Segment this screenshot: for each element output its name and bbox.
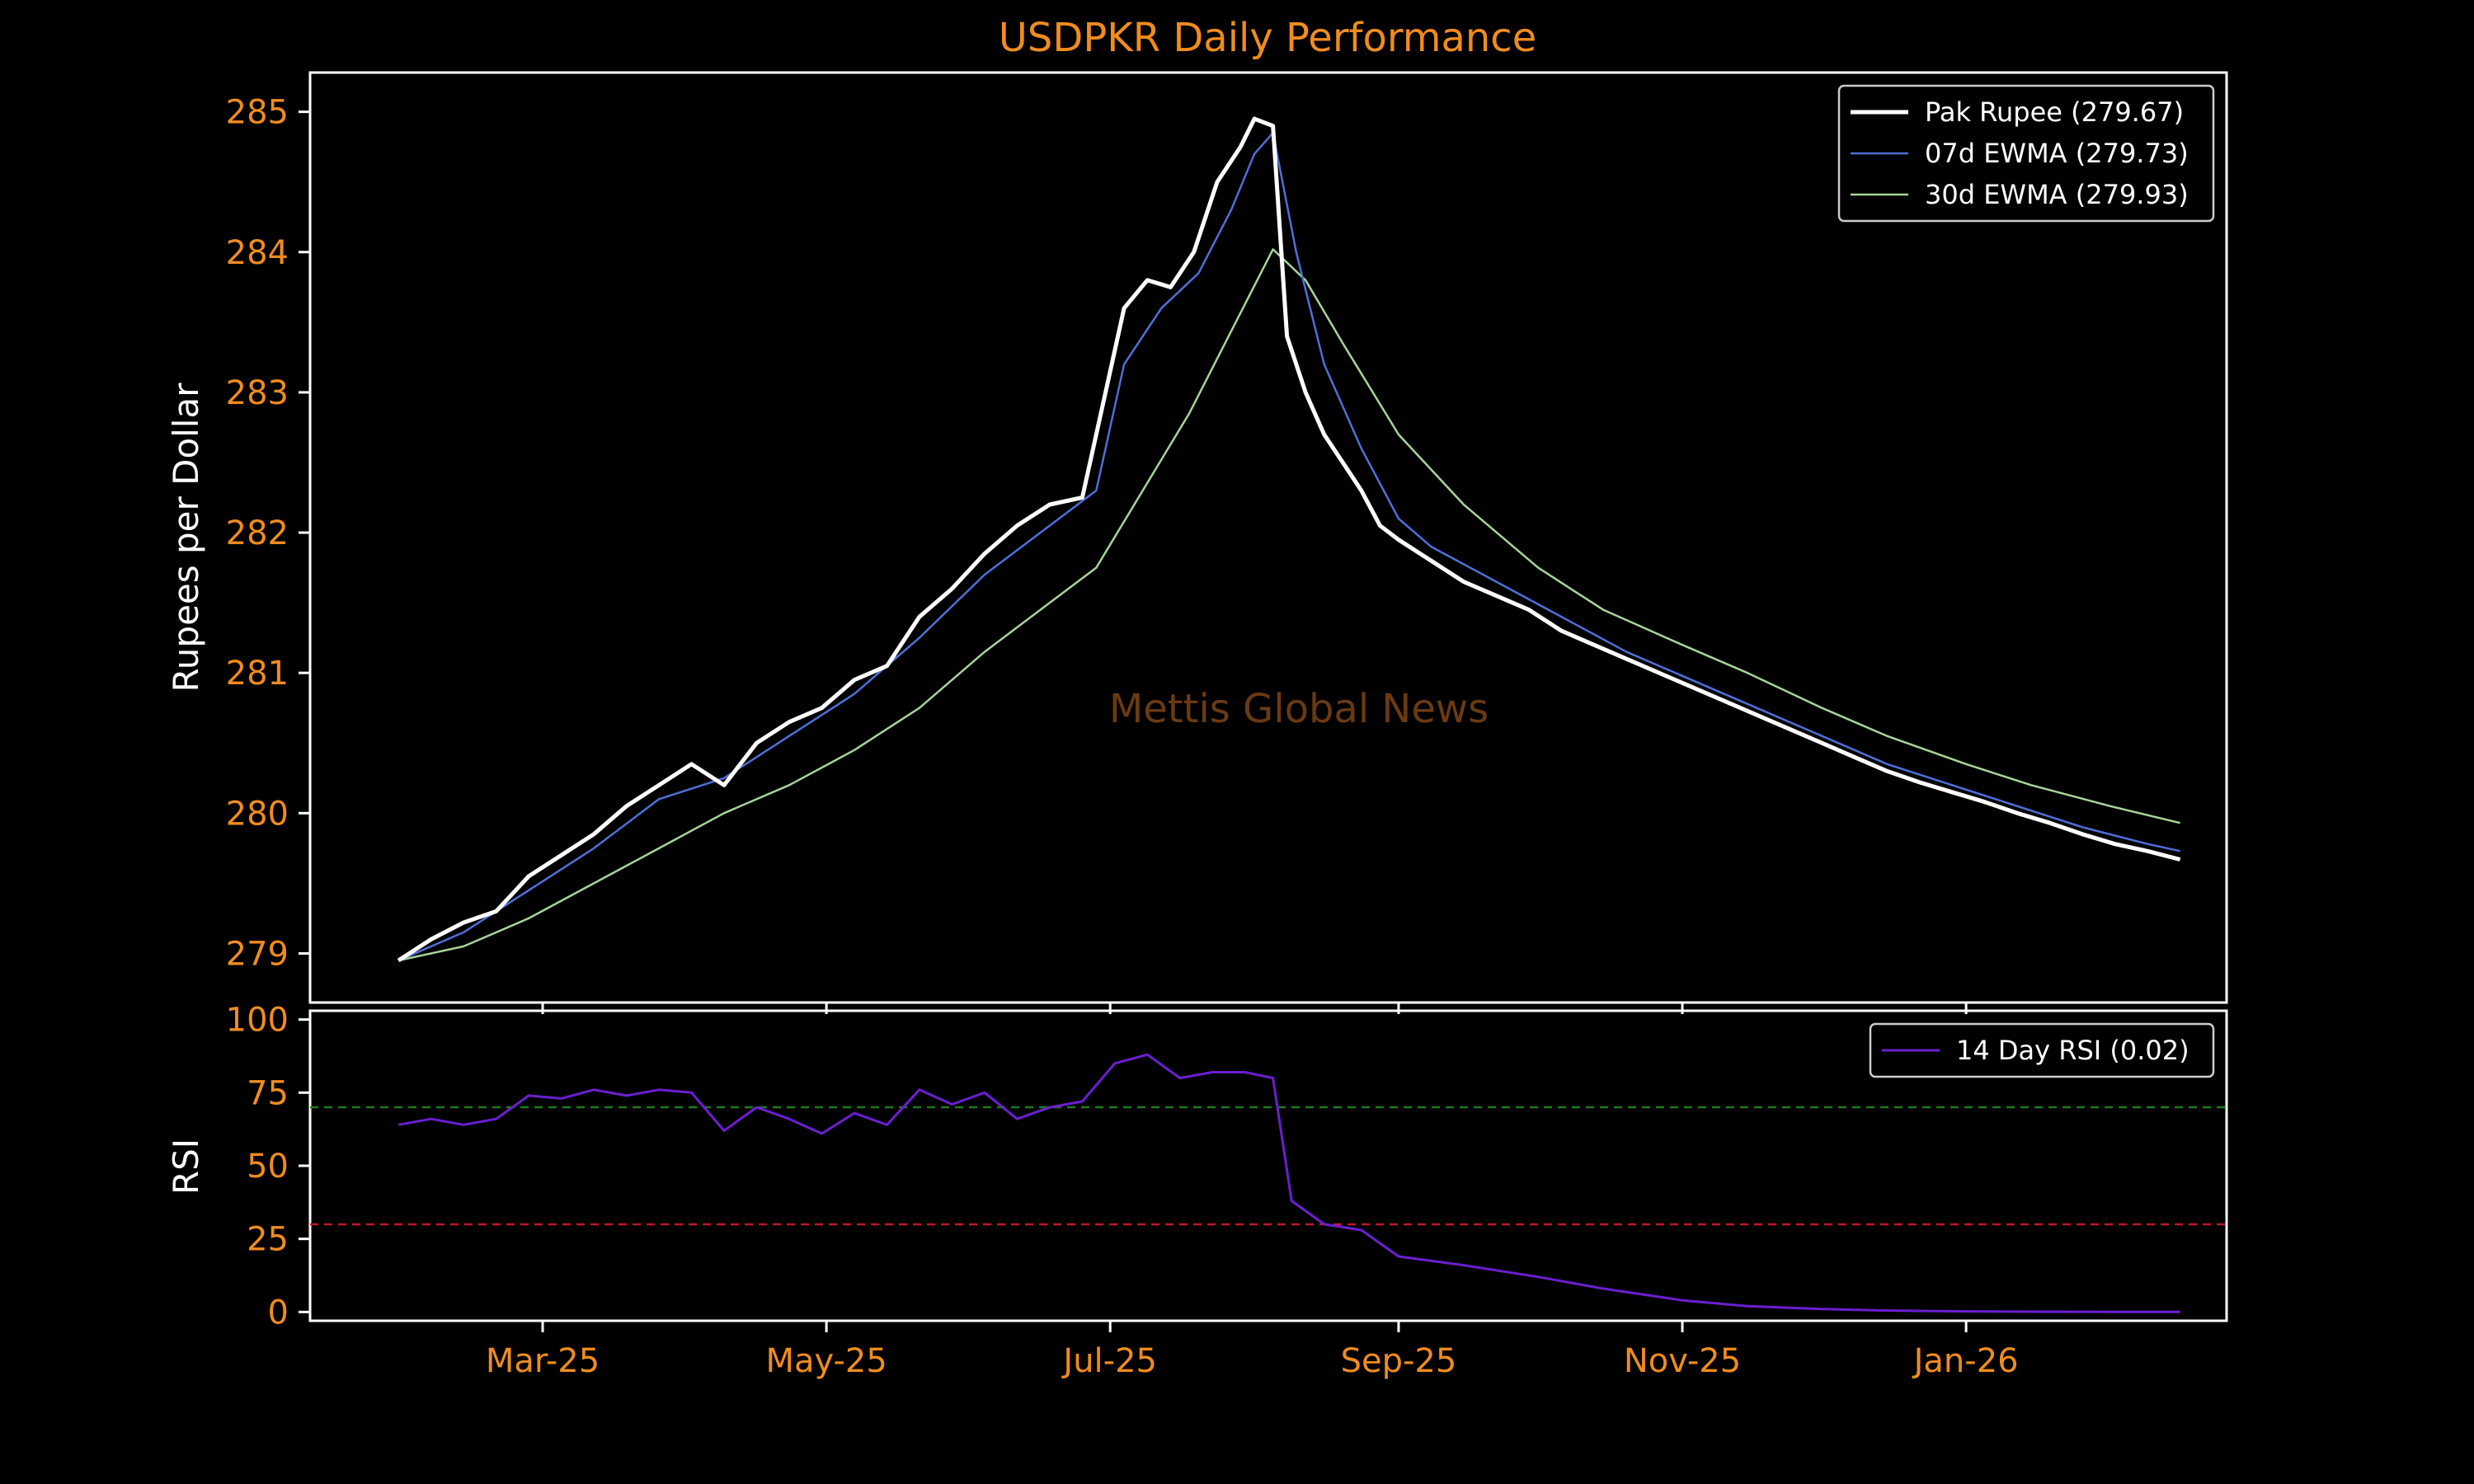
price-y-axis: 279 280 281 282 283 284 285	[226, 94, 310, 973]
price-chart: 279 280 281 282 283 284 285 Mettis Global News…	[166, 71, 2228, 1004]
rsi-series-line-0	[397, 1053, 2180, 1313]
rsi-legend: 14 Day RSI (0.02)	[1869, 1022, 2215, 1078]
x-tick-label: Mar-25	[486, 1342, 600, 1380]
rsi-y-axis-label: RSI	[166, 1139, 206, 1195]
rsi-reference-lines	[310, 1106, 2227, 1226]
legend-entry: 30d EWMA (279.93)	[1925, 179, 2189, 210]
rsi-chart: 0 25 50 75 100 RSI 14 Day RSI (0.02)	[166, 1002, 2228, 1331]
price-y-axis-label: Rupees per Dollar	[166, 383, 206, 693]
legend-entry: Pak Rupee (279.67)	[1925, 96, 2184, 128]
price-y-tick-label: 279	[226, 935, 289, 973]
price-y-tick-label: 281	[226, 655, 289, 693]
price-legend: Pak Rupee (279.67) 07d EWMA (279.73) 30d E…	[1837, 84, 2215, 223]
price-y-tick-label: 280	[226, 795, 289, 833]
price-series-lines	[397, 116, 2181, 963]
x-tick-label: Jan-26	[1912, 1342, 2019, 1380]
x-tick-label: Sep-25	[1341, 1342, 1457, 1380]
x-tick-label: May-25	[765, 1342, 887, 1380]
price-series-line-0	[397, 116, 2181, 963]
chart-title: USDPKR Daily Performance	[999, 15, 1536, 61]
legend-box	[1869, 1022, 2215, 1078]
x-tick-label: Nov-25	[1624, 1342, 1741, 1380]
rsi-y-axis: 0 25 50 75 100	[226, 1002, 310, 1331]
watermark: Mettis Global News	[1109, 686, 1489, 732]
legend-entry: 14 Day RSI (0.02)	[1956, 1035, 2189, 1066]
rsi-y-tick-label: 0	[268, 1294, 289, 1331]
price-y-tick-label: 283	[226, 374, 289, 412]
rsi-y-tick-label: 25	[247, 1221, 289, 1259]
rsi-y-tick-label: 100	[226, 1002, 289, 1040]
rsi-y-tick-label: 75	[247, 1074, 289, 1112]
legend-box	[1837, 84, 2215, 223]
price-y-tick-label: 285	[226, 94, 289, 132]
price-series-line-2	[397, 248, 2180, 962]
legend-entry: 07d EWMA (279.73)	[1925, 138, 2189, 169]
price-plot-area	[308, 71, 2228, 1004]
x-axis: Mar-25 May-25 Jul-25 Sep-25 Nov-25 Jan-26	[486, 1003, 2019, 1380]
x-tick-label: Jul-25	[1061, 1342, 1157, 1380]
rsi-y-tick-label: 50	[247, 1148, 289, 1186]
price-y-tick-label: 284	[226, 234, 289, 272]
rsi-series-lines	[397, 1053, 2180, 1313]
price-y-tick-label: 282	[226, 514, 289, 552]
